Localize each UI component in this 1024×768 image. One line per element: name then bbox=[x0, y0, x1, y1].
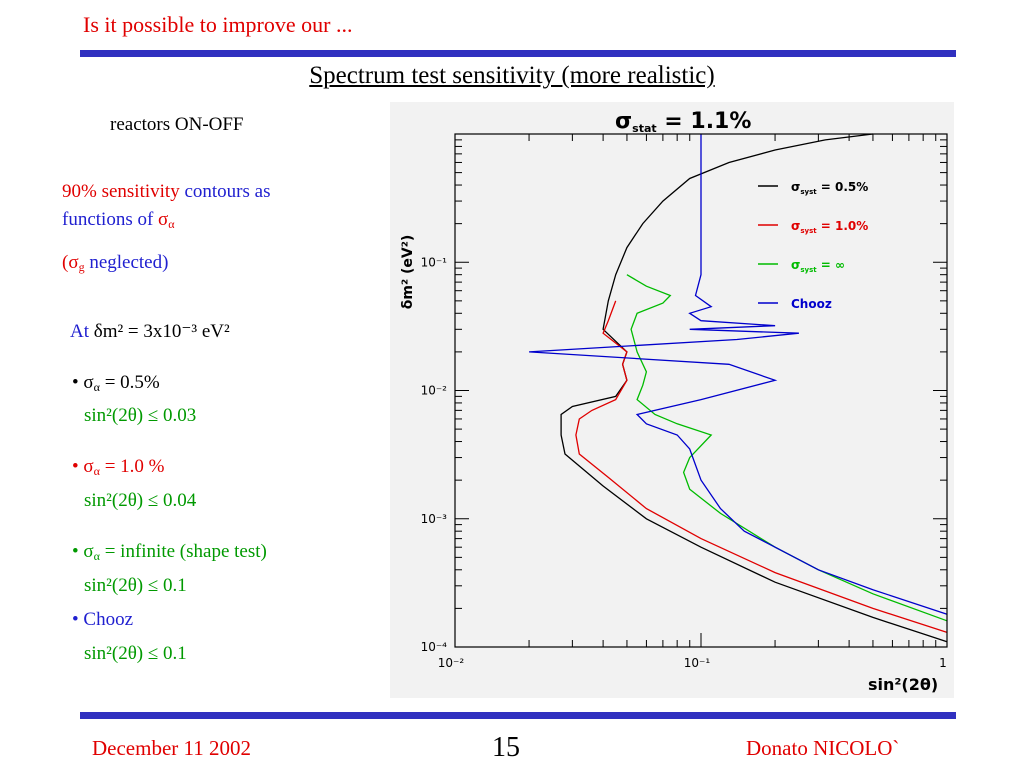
x-axis-label: sin²(2θ) bbox=[868, 675, 938, 694]
sensitivity-red-text: 90% sensitivity bbox=[62, 181, 180, 202]
series-line-2 bbox=[575, 300, 948, 634]
neglected-line: (σg neglected) bbox=[62, 252, 168, 275]
g-subscript: g bbox=[78, 260, 85, 274]
sigma-alpha-symbol: σα bbox=[158, 209, 175, 231]
slide-title: Spectrum test sensitivity (more realisti… bbox=[309, 62, 715, 89]
sensitivity-line: 90% sensitivity contours as bbox=[62, 181, 270, 203]
sensitivity-plot-svg: σstat = 1.1% δm² (eV²) sin²(2θ) 10⁻² 10⁻¹… bbox=[400, 109, 948, 694]
footer-rule bbox=[80, 712, 956, 719]
neglected-open-paren: ( bbox=[62, 252, 69, 273]
y-tick-label: 10⁻² bbox=[421, 384, 448, 398]
series-line-3 bbox=[626, 274, 948, 622]
y-tick-label: 10⁻¹ bbox=[421, 255, 448, 269]
sensitivity-blue-text: contours as bbox=[184, 181, 271, 202]
axis-ticks: 10⁻² 10⁻¹ 1 10⁻¹ 10⁻² 10⁻³ 10⁻⁴ bbox=[421, 134, 947, 670]
y-tick-label: 10⁻³ bbox=[421, 512, 448, 526]
y-axis-label: δm² (eV²) bbox=[400, 235, 416, 309]
footer-author: Donato NICOLO` bbox=[746, 736, 900, 760]
header-rule bbox=[80, 50, 956, 57]
plot-frame bbox=[454, 133, 948, 648]
functions-of-line: functions of σα bbox=[62, 209, 175, 232]
legend-label-4: Chooz bbox=[791, 297, 832, 311]
at-line: At δm² = 3x10⁻³ eV² bbox=[70, 320, 230, 343]
x-tick-label: 1 bbox=[939, 656, 947, 670]
legend-label-2: σsyst = 1.0% bbox=[791, 219, 868, 235]
legend-label-1: σsyst = 0.5% bbox=[791, 180, 868, 196]
series-line-1 bbox=[560, 133, 948, 643]
y-tick-label: 10⁻⁴ bbox=[421, 640, 448, 654]
item-3-result: sin²(2θ) ≤ 0.1 bbox=[84, 575, 187, 596]
legend-label-3: σsyst = ∞ bbox=[791, 258, 845, 274]
item-4-result: sin²(2θ) ≤ 0.1 bbox=[84, 643, 187, 664]
neglected-text: neglected) bbox=[84, 252, 169, 273]
legend: σsyst = 0.5% σsyst = 1.0% σsyst = ∞ Chooz bbox=[758, 180, 868, 311]
at-value: δm² = 3x10⁻³ eV² bbox=[93, 321, 230, 342]
functions-of-text: functions of bbox=[62, 209, 154, 230]
x-tick-label: 10⁻¹ bbox=[684, 656, 711, 670]
series-line-4 bbox=[529, 134, 948, 615]
sensitivity-plot: σstat = 1.1% δm² (eV²) sin²(2θ) 10⁻² 10⁻¹… bbox=[390, 102, 954, 698]
sigma-g-symbol: σ bbox=[68, 252, 79, 273]
item-1-label: • σα = 0.5% bbox=[72, 372, 160, 394]
item-4-label: • Chooz bbox=[72, 609, 134, 630]
item-1-result: sin²(2θ) ≤ 0.03 bbox=[84, 405, 197, 426]
at-label: At bbox=[70, 321, 89, 342]
page-number: 15 bbox=[492, 732, 520, 763]
series-group bbox=[529, 133, 948, 643]
plot-title: σstat = 1.1% bbox=[615, 109, 751, 135]
item-2-result: sin²(2θ) ≤ 0.04 bbox=[84, 490, 197, 511]
x-tick-label: 10⁻² bbox=[438, 656, 465, 670]
footer-date: December 11 2002 bbox=[92, 736, 251, 760]
item-3-label: • σα = infinite (shape test) bbox=[72, 541, 267, 563]
reactors-label: reactors ON-OFF bbox=[110, 114, 244, 135]
header-title: Is it possible to improve our ... bbox=[83, 12, 353, 37]
item-2-label: • σα = 1.0 % bbox=[72, 456, 165, 478]
